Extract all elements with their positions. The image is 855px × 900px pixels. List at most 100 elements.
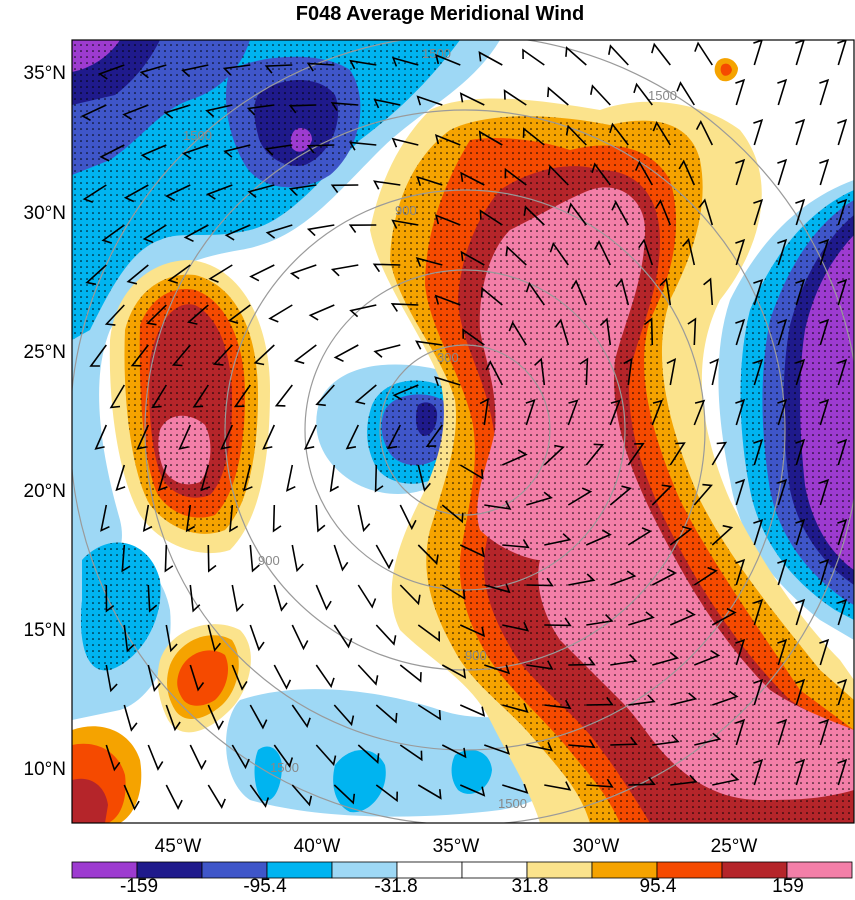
- wind-barb: [484, 500, 512, 510]
- range-ring-600: [304, 269, 626, 591]
- wind-barb: [416, 175, 443, 186]
- wind-barb: [249, 624, 265, 652]
- wind-barb: [80, 104, 107, 122]
- wind-barb: [669, 609, 696, 626]
- wind-barb: [349, 59, 377, 70]
- wind-barb: [82, 184, 107, 204]
- wind-barb: [753, 118, 764, 146]
- wind-barb: [819, 78, 830, 106]
- wind-barb: [222, 64, 251, 76]
- wind-barb: [441, 664, 467, 679]
- wind-barb: [735, 398, 746, 426]
- wind-barb: [391, 219, 419, 229]
- wind-barb: [655, 199, 672, 226]
- wind-barb: [330, 264, 359, 277]
- wind-barb: [333, 544, 349, 572]
- wind-barb: [459, 704, 486, 717]
- wind-barb: [348, 224, 377, 233]
- wind-barb: [208, 264, 233, 283]
- wind-barb: [525, 399, 536, 426]
- wind-barb: [586, 696, 614, 706]
- wind-barb: [591, 162, 611, 186]
- wind-barb: [753, 438, 764, 466]
- wind-barb: [272, 504, 282, 533]
- wind-barb: [652, 651, 680, 666]
- colorbar-label-159: 159: [772, 876, 804, 897]
- wind-barb: [140, 144, 167, 161]
- wind-barb: [547, 164, 569, 186]
- range-label-900-south: 900: [465, 648, 487, 663]
- wind-barb: [502, 783, 529, 794]
- wind-barb: [220, 424, 234, 450]
- positive-wind-max-south-corner: [72, 778, 108, 823]
- wind-barb: [373, 344, 401, 358]
- colorbar-swatch: [786, 861, 853, 879]
- wind-barb: [147, 744, 164, 771]
- wind-barb: [333, 624, 353, 649]
- wind-barb: [837, 358, 848, 386]
- wind-barb: [651, 568, 678, 586]
- wind-barb: [522, 48, 545, 66]
- wind-barb: [695, 119, 714, 146]
- wind-barb: [837, 678, 848, 706]
- wind-barb: [249, 704, 268, 730]
- wind-barb: [709, 358, 720, 386]
- wind-barb: [753, 358, 764, 386]
- wind-barb: [623, 357, 633, 386]
- wind-barb: [543, 444, 565, 466]
- wind-barb: [122, 104, 149, 120]
- wind-barb: [349, 304, 377, 318]
- wind-barb: [231, 664, 248, 691]
- wind-barb: [753, 518, 764, 546]
- wind-barb: [315, 584, 332, 611]
- wind-barb: [735, 78, 746, 106]
- wind-barb: [711, 607, 737, 626]
- wind-barb: [253, 344, 275, 366]
- wind-barb: [207, 544, 217, 573]
- wind-barb: [628, 611, 655, 626]
- positive-wind-cell-north-inner: [720, 63, 732, 76]
- wind-barb: [505, 245, 527, 266]
- wind-barb: [627, 527, 653, 546]
- lat-tick-30n: 30°N: [24, 203, 66, 224]
- wind-barb: [526, 741, 554, 752]
- wind-barb: [303, 424, 318, 450]
- wind-barb: [593, 239, 612, 266]
- wind-barb: [357, 584, 377, 609]
- wind-barb: [753, 598, 764, 626]
- wind-barb: [273, 744, 294, 768]
- wind-barb: [333, 344, 359, 363]
- wind-barb: [123, 184, 149, 203]
- wind-barb: [795, 758, 806, 786]
- colorbar-label-neg-159: -159: [120, 876, 158, 897]
- wind-barb: [399, 504, 417, 531]
- wind-barb: [139, 64, 167, 79]
- wind-barb: [357, 744, 380, 764]
- wind-barb: [101, 224, 125, 244]
- significance-stipple-southwest: [80, 542, 161, 671]
- range-label-1500-south: 1500: [498, 796, 527, 811]
- wind-barb: [777, 78, 788, 106]
- wind-barb: [434, 376, 461, 387]
- wind-barb: [425, 424, 443, 448]
- wind-barb: [189, 584, 201, 613]
- wind-barb: [291, 624, 309, 651]
- wind-barb: [568, 573, 596, 586]
- wind-barb: [549, 241, 569, 266]
- negative-wind-cell-south-3: [254, 746, 282, 801]
- wind-barb: [711, 441, 728, 466]
- wind-barb: [753, 678, 764, 706]
- wind-barb: [329, 464, 339, 493]
- wind-barb: [693, 399, 706, 426]
- wind-barb: [165, 624, 178, 653]
- lat-tick-25n: 25°N: [24, 342, 66, 363]
- range-label-300: 300: [437, 350, 459, 365]
- wind-barb: [200, 464, 211, 492]
- lon-tick-25w: 25°W: [711, 836, 758, 857]
- wind-barb: [130, 344, 149, 367]
- colorbar-label-neg-95-4: -95.4: [243, 876, 287, 897]
- wind-barb: [417, 464, 431, 492]
- wind-barb: [105, 584, 115, 613]
- wind-barb: [611, 200, 630, 226]
- wind-barb: [819, 398, 830, 426]
